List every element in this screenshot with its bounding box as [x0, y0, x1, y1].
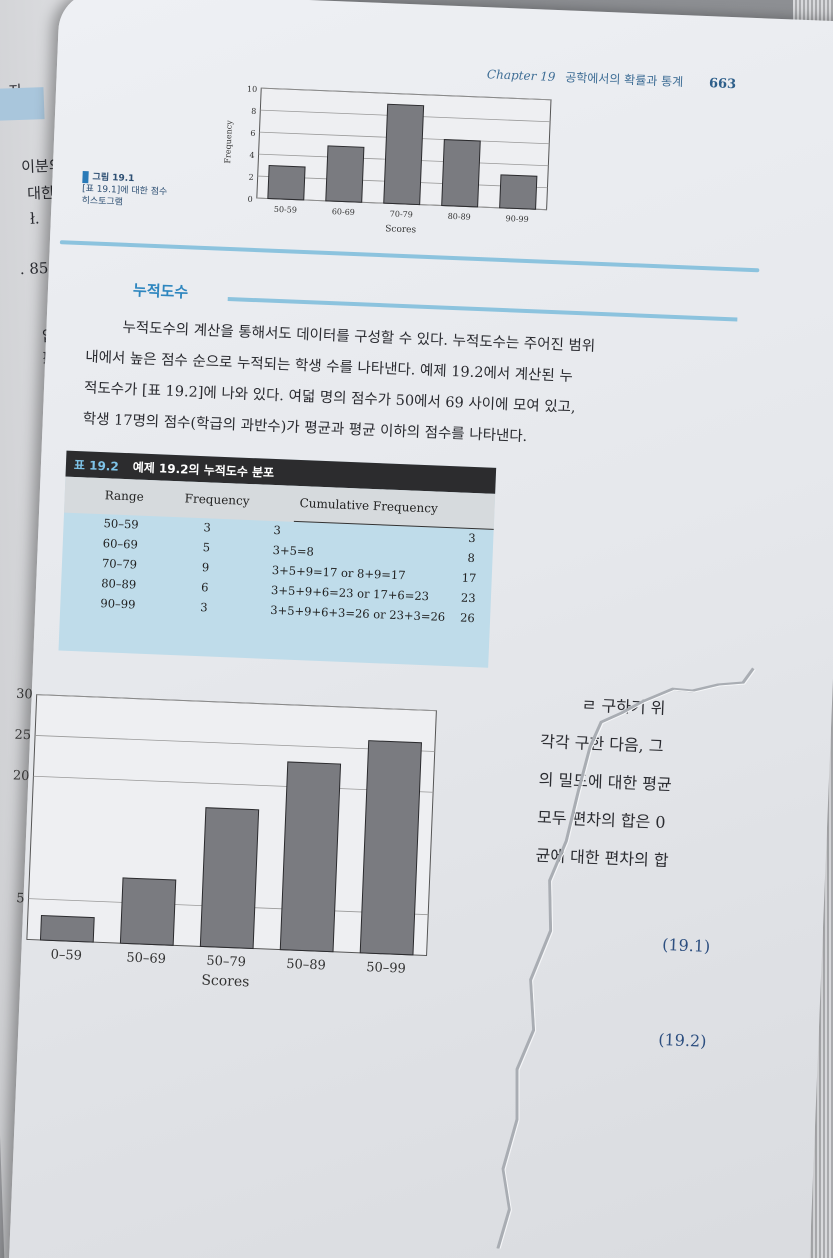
right-text-line: 균에 대한 편차의 합: [535, 845, 669, 871]
figure-caption: 그림 19.1 [표 19.1]에 대한 점수 히스토그램: [81, 171, 173, 211]
cell-range: 70–79: [101, 556, 138, 572]
bar: [199, 807, 260, 950]
page-sheet: Chapter 19 공학에서의 확률과 통계 663 0 2 4 6 8 10 50-59…: [8, 0, 833, 1258]
y-axis-label: Frequency: [223, 120, 234, 164]
bar: [499, 174, 538, 210]
cell-expression: 3+5+9=17 or 8+9=17: [271, 562, 406, 583]
x-tick-label: 50–89: [286, 957, 326, 974]
cell-range: 50–59: [103, 516, 139, 532]
page-number: 663: [708, 76, 737, 93]
right-text-line: 각각 구한 다음, 그: [539, 731, 664, 756]
cell-expression: 3+5+9+6=23 or 17+6=23: [270, 582, 430, 604]
cell-frequency: 3: [203, 520, 212, 535]
bar: [441, 139, 481, 208]
histogram-figure-19-1: 0 2 4 6 8 10 50-59 60-69 70-79 80-89 90-99 Scores Fr…: [223, 85, 552, 235]
right-text-line: 의 밀도에 대한 평균: [538, 769, 673, 795]
table-title: 예제 19.2의 누적도수 분포: [132, 459, 275, 480]
grid-line: [36, 694, 437, 712]
figure-caption-text: [표 19.1]에 대한 점수 히스토그램: [81, 184, 168, 208]
x-tick-label: 0–59: [50, 947, 82, 963]
y-tick-label: 8: [251, 107, 256, 116]
y-tick-label: 2: [248, 173, 253, 182]
bar: [325, 145, 365, 203]
y-tick-label: 4: [249, 151, 254, 160]
cell-frequency: 3: [200, 600, 208, 615]
x-tick-label: 70-79: [390, 209, 413, 219]
chapter-title: 공학에서의 확률과 통계: [564, 70, 684, 90]
y-tick-label: 30: [16, 687, 33, 703]
bar: [383, 103, 425, 206]
cell-cumulative: 26: [459, 610, 476, 626]
x-axis-label: Scores: [201, 972, 250, 990]
equation-number-19-1: (19.1): [661, 934, 711, 956]
x-axis-label: Scores: [385, 224, 417, 235]
table-label: 표 19.2: [73, 457, 120, 474]
column-header-range: Range: [104, 488, 144, 504]
right-column-text: ㄹ 구하기 위 각각 구한 다음, 그 의 밀도에 대한 평균 모두 편차의 합…: [535, 685, 676, 880]
chapter-label: Chapter 19: [486, 67, 556, 84]
y-tick-label: 20: [13, 768, 30, 784]
cell-range: 80–89: [100, 576, 137, 592]
y-tick-label: 6: [250, 129, 255, 138]
bar: [39, 914, 95, 943]
cell-expression: 3+5=8: [272, 542, 315, 559]
column-header-frequency: Frequency: [184, 491, 250, 509]
y-tick-label: 0: [247, 195, 252, 204]
x-tick-label: 50-59: [274, 205, 297, 215]
x-tick-label: 50–79: [206, 954, 246, 971]
cell-expression: 3: [273, 523, 282, 538]
section-title: 누적도수: [132, 281, 189, 302]
bar: [119, 877, 177, 946]
left-fragment: ł.: [29, 209, 40, 228]
y-tick-label: 5: [16, 891, 25, 906]
right-page: Chapter 19 공학에서의 확률과 통계 663 0 2 4 6 8 10 50-59…: [8, 0, 833, 1258]
section-title-rule: [227, 296, 738, 322]
y-tick-label: 25: [14, 728, 31, 744]
right-text-line: ㄹ 구하기 위: [581, 695, 666, 718]
cell-range: 60–69: [102, 536, 139, 552]
cell-expression: 3+5+9+6+3=26 or 23+3=26: [270, 602, 446, 624]
x-tick-label: 90-99: [505, 214, 528, 224]
bar: [359, 740, 423, 956]
cell-cumulative: 17: [461, 570, 477, 586]
column-header-cumulative: Cumulative Frequency: [299, 496, 439, 516]
y-tick-label: 10: [247, 85, 258, 94]
cell-cumulative: 8: [467, 550, 476, 566]
cumulative-histogram-figure: 5 20 25 30 0–59 50–69 50–79 50–89 50–99 Scores: [13, 687, 437, 990]
table-body: 50–59 3 3 3 60–69 5 3+5=8 8 70–79 9: [60, 513, 494, 630]
equation-number-19-2: (19.2): [657, 1029, 707, 1051]
x-tick-label: 50–69: [126, 950, 166, 967]
cell-frequency: 5: [202, 540, 211, 555]
bar: [267, 165, 306, 201]
cell-frequency: 6: [200, 580, 209, 595]
bar: [279, 761, 342, 953]
x-tick-label: 50–99: [366, 960, 406, 977]
cell-cumulative: 23: [460, 590, 476, 606]
right-text-line: 모두 편차의 합은 0: [536, 807, 666, 832]
cell-cumulative: 3: [468, 530, 476, 546]
cell-range: 90–99: [100, 596, 136, 612]
x-tick-label: 60-69: [332, 207, 355, 217]
x-tick-label: 80-89: [448, 212, 471, 222]
cell-frequency: 9: [201, 560, 210, 575]
grid-line: [261, 87, 552, 101]
left-highlight-box: [0, 87, 45, 122]
body-paragraph: 누적도수의 계산을 통해서도 데이터를 구성할 수 있다. 누적도수는 주어진 …: [82, 311, 736, 461]
table-19-2: 표 19.2 예제 19.2의 누적도수 분포 Range Frequency …: [58, 450, 497, 668]
